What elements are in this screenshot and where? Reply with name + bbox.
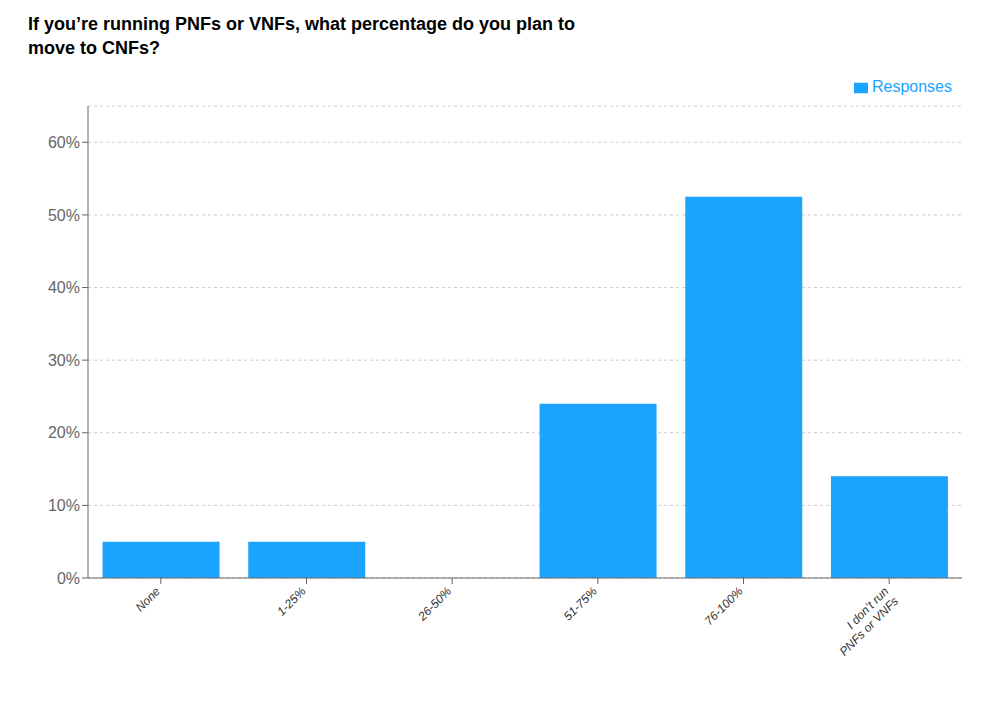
svg-text:10%: 10% <box>48 497 80 514</box>
svg-text:0%: 0% <box>57 570 80 587</box>
svg-text:30%: 30% <box>48 352 80 369</box>
svg-text:76-100%: 76-100% <box>702 584 746 628</box>
svg-text:1-25%: 1-25% <box>274 584 309 619</box>
svg-text:51-75%: 51-75% <box>561 584 600 623</box>
svg-text:40%: 40% <box>48 279 80 296</box>
svg-text:60%: 60% <box>48 134 80 151</box>
svg-text:20%: 20% <box>48 424 80 441</box>
svg-text:50%: 50% <box>48 207 80 224</box>
svg-text:None: None <box>133 584 163 614</box>
svg-text:26-50%: 26-50% <box>414 584 454 624</box>
html-text:If you’re running PNFs or VNFs: If you’re running PNFs or VNFs, what per… <box>28 14 576 58</box>
svg-text:I don’t runPNFs or VNFs: I don’t runPNFs or VNFs <box>827 584 902 659</box>
html-text:Responses: Responses <box>872 78 952 95</box>
